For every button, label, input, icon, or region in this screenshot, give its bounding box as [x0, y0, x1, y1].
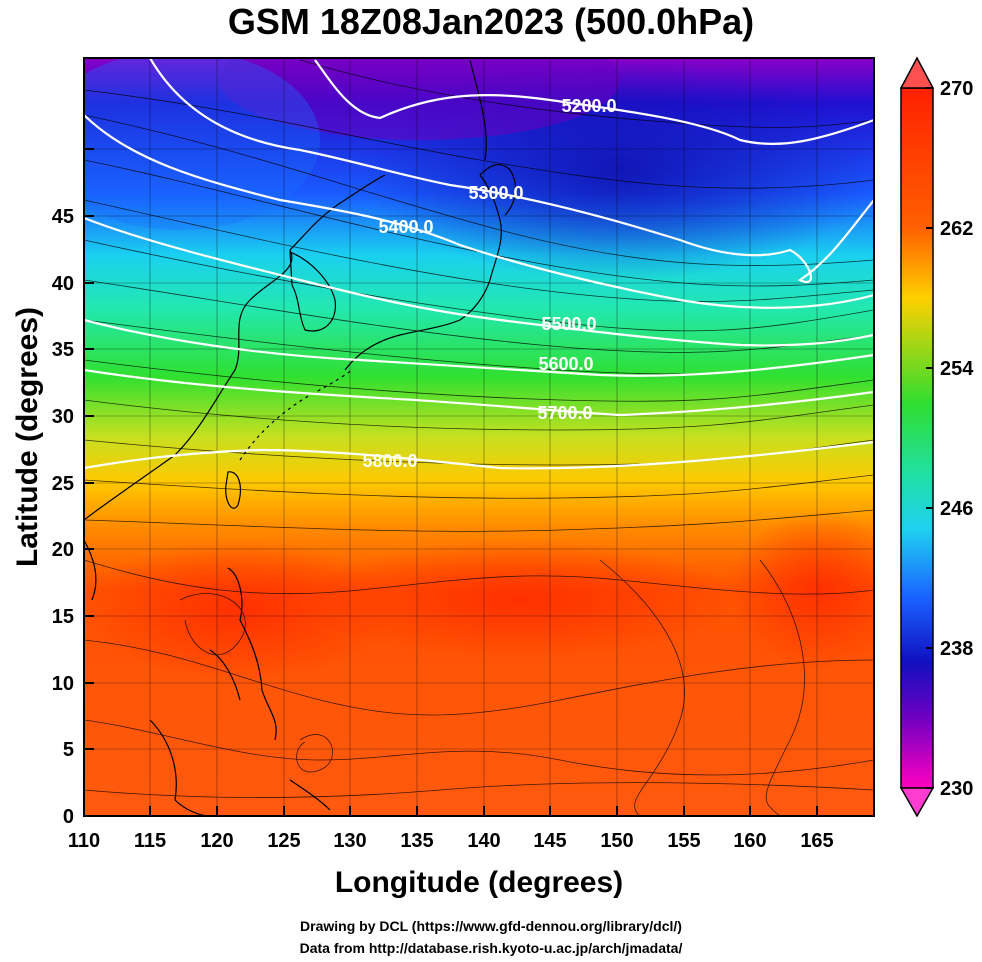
colorbar-scale — [900, 87, 934, 789]
x-tick-label: 125 — [267, 830, 300, 852]
contour-label-5400: 5400.0 — [378, 217, 433, 237]
height-contours — [84, 58, 874, 470]
credit-data-source: Data from http://database.rish.kyoto-u.a… — [299, 940, 683, 956]
contour-labels: 5200.0 5300.0 5400.0 5500.0 5600.0 5700.… — [362, 96, 616, 471]
contour-label-5300: 5300.0 — [468, 183, 523, 203]
y-tick-label: 20 — [52, 539, 74, 561]
contour-label-5800: 5800.0 — [362, 451, 417, 471]
colorbar: 270 262 254 246 238 230 — [899, 56, 974, 818]
x-tick-label: 145 — [533, 830, 566, 852]
y-tick-label: 5 — [63, 739, 74, 761]
colorbar-tick-label: 262 — [940, 218, 973, 240]
x-tick-label: 155 — [667, 830, 700, 852]
credit-drawing: Drawing by DCL (https://www.gfd-dennou.o… — [300, 918, 682, 934]
temperature-field — [84, 58, 874, 816]
x-tick-marks — [83, 806, 818, 816]
contour-label-5700: 5700.0 — [537, 403, 592, 423]
y-tick-label: 45 — [52, 206, 74, 228]
y-tick-marks — [84, 148, 94, 817]
x-tick-label: 150 — [600, 830, 633, 852]
y-tick-label: 40 — [52, 273, 74, 295]
contour-label-5500: 5500.0 — [541, 314, 596, 334]
x-tick-label: 135 — [400, 830, 433, 852]
y-tick-label: 10 — [52, 673, 74, 695]
x-tick-labels: 110 115 120 125 130 135 140 145 150 155 … — [68, 830, 834, 852]
colorbar-tick-label: 238 — [940, 638, 973, 660]
y-tick-label: 25 — [52, 473, 74, 495]
y-tick-label: 0 — [63, 806, 74, 828]
y-tick-label: 30 — [52, 406, 74, 428]
graticule-grid — [84, 58, 874, 816]
x-tick-label: 115 — [134, 830, 166, 852]
colorbar-tick-label: 254 — [940, 358, 974, 380]
x-tick-label: 130 — [333, 830, 366, 852]
colorbar-tick-label: 230 — [940, 778, 973, 800]
colorbar-max-arrow — [899, 56, 935, 89]
x-tick-label: 165 — [800, 830, 833, 852]
colorbar-tick-label: 270 — [940, 78, 973, 100]
x-tick-label: 160 — [733, 830, 766, 852]
colorbar-tick-label: 246 — [940, 498, 973, 520]
plot-frame — [83, 57, 875, 817]
y-tick-labels: 0 5 10 15 20 25 30 35 40 45 — [52, 206, 74, 828]
y-axis-label: Latitude (degrees) — [11, 306, 44, 568]
contour-label-5200: 5200.0 — [561, 96, 616, 116]
y-tick-label: 35 — [52, 339, 74, 361]
x-tick-label: 120 — [200, 830, 233, 852]
x-tick-label: 110 — [68, 830, 100, 852]
x-axis-label: Longitude (degrees) — [334, 866, 624, 899]
colorbar-min-arrow — [899, 787, 935, 818]
x-tick-label: 140 — [467, 830, 500, 852]
y-tick-label: 15 — [52, 606, 74, 628]
contour-label-5600: 5600.0 — [538, 354, 593, 374]
map-title: GSM 18Z08Jan2023 (500.0hPa) — [227, 1, 755, 42]
